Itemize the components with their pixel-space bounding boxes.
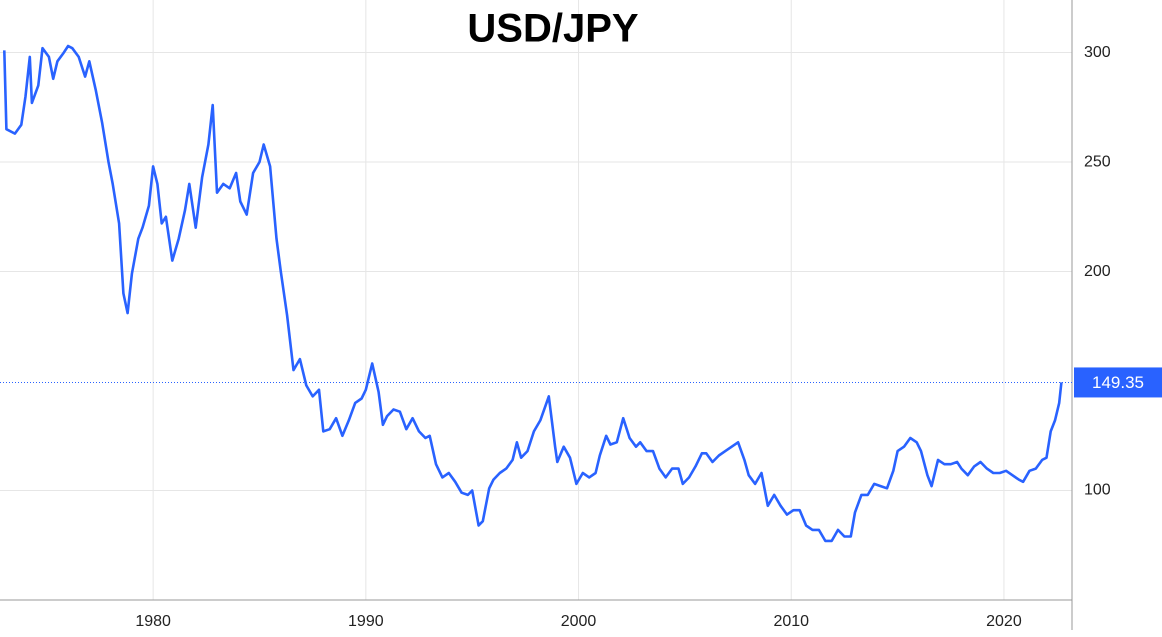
y-tick-label: 300	[1084, 44, 1111, 61]
x-tick-label: 2010	[773, 613, 809, 630]
grid	[0, 0, 1072, 600]
x-tick-label: 1980	[135, 613, 171, 630]
y-tick-label: 100	[1084, 482, 1111, 499]
x-tick-label: 2020	[986, 613, 1022, 630]
x-tick-label: 2000	[561, 613, 597, 630]
y-tick-label: 250	[1084, 153, 1111, 170]
y-tick-label: 200	[1084, 263, 1111, 280]
current-value-box	[1074, 367, 1162, 398]
chart-title: USD/JPY	[467, 7, 638, 51]
x-tick-label: 1990	[348, 613, 384, 630]
price-line	[3, 44, 1063, 543]
current-value-label: 149.35	[1092, 373, 1144, 392]
